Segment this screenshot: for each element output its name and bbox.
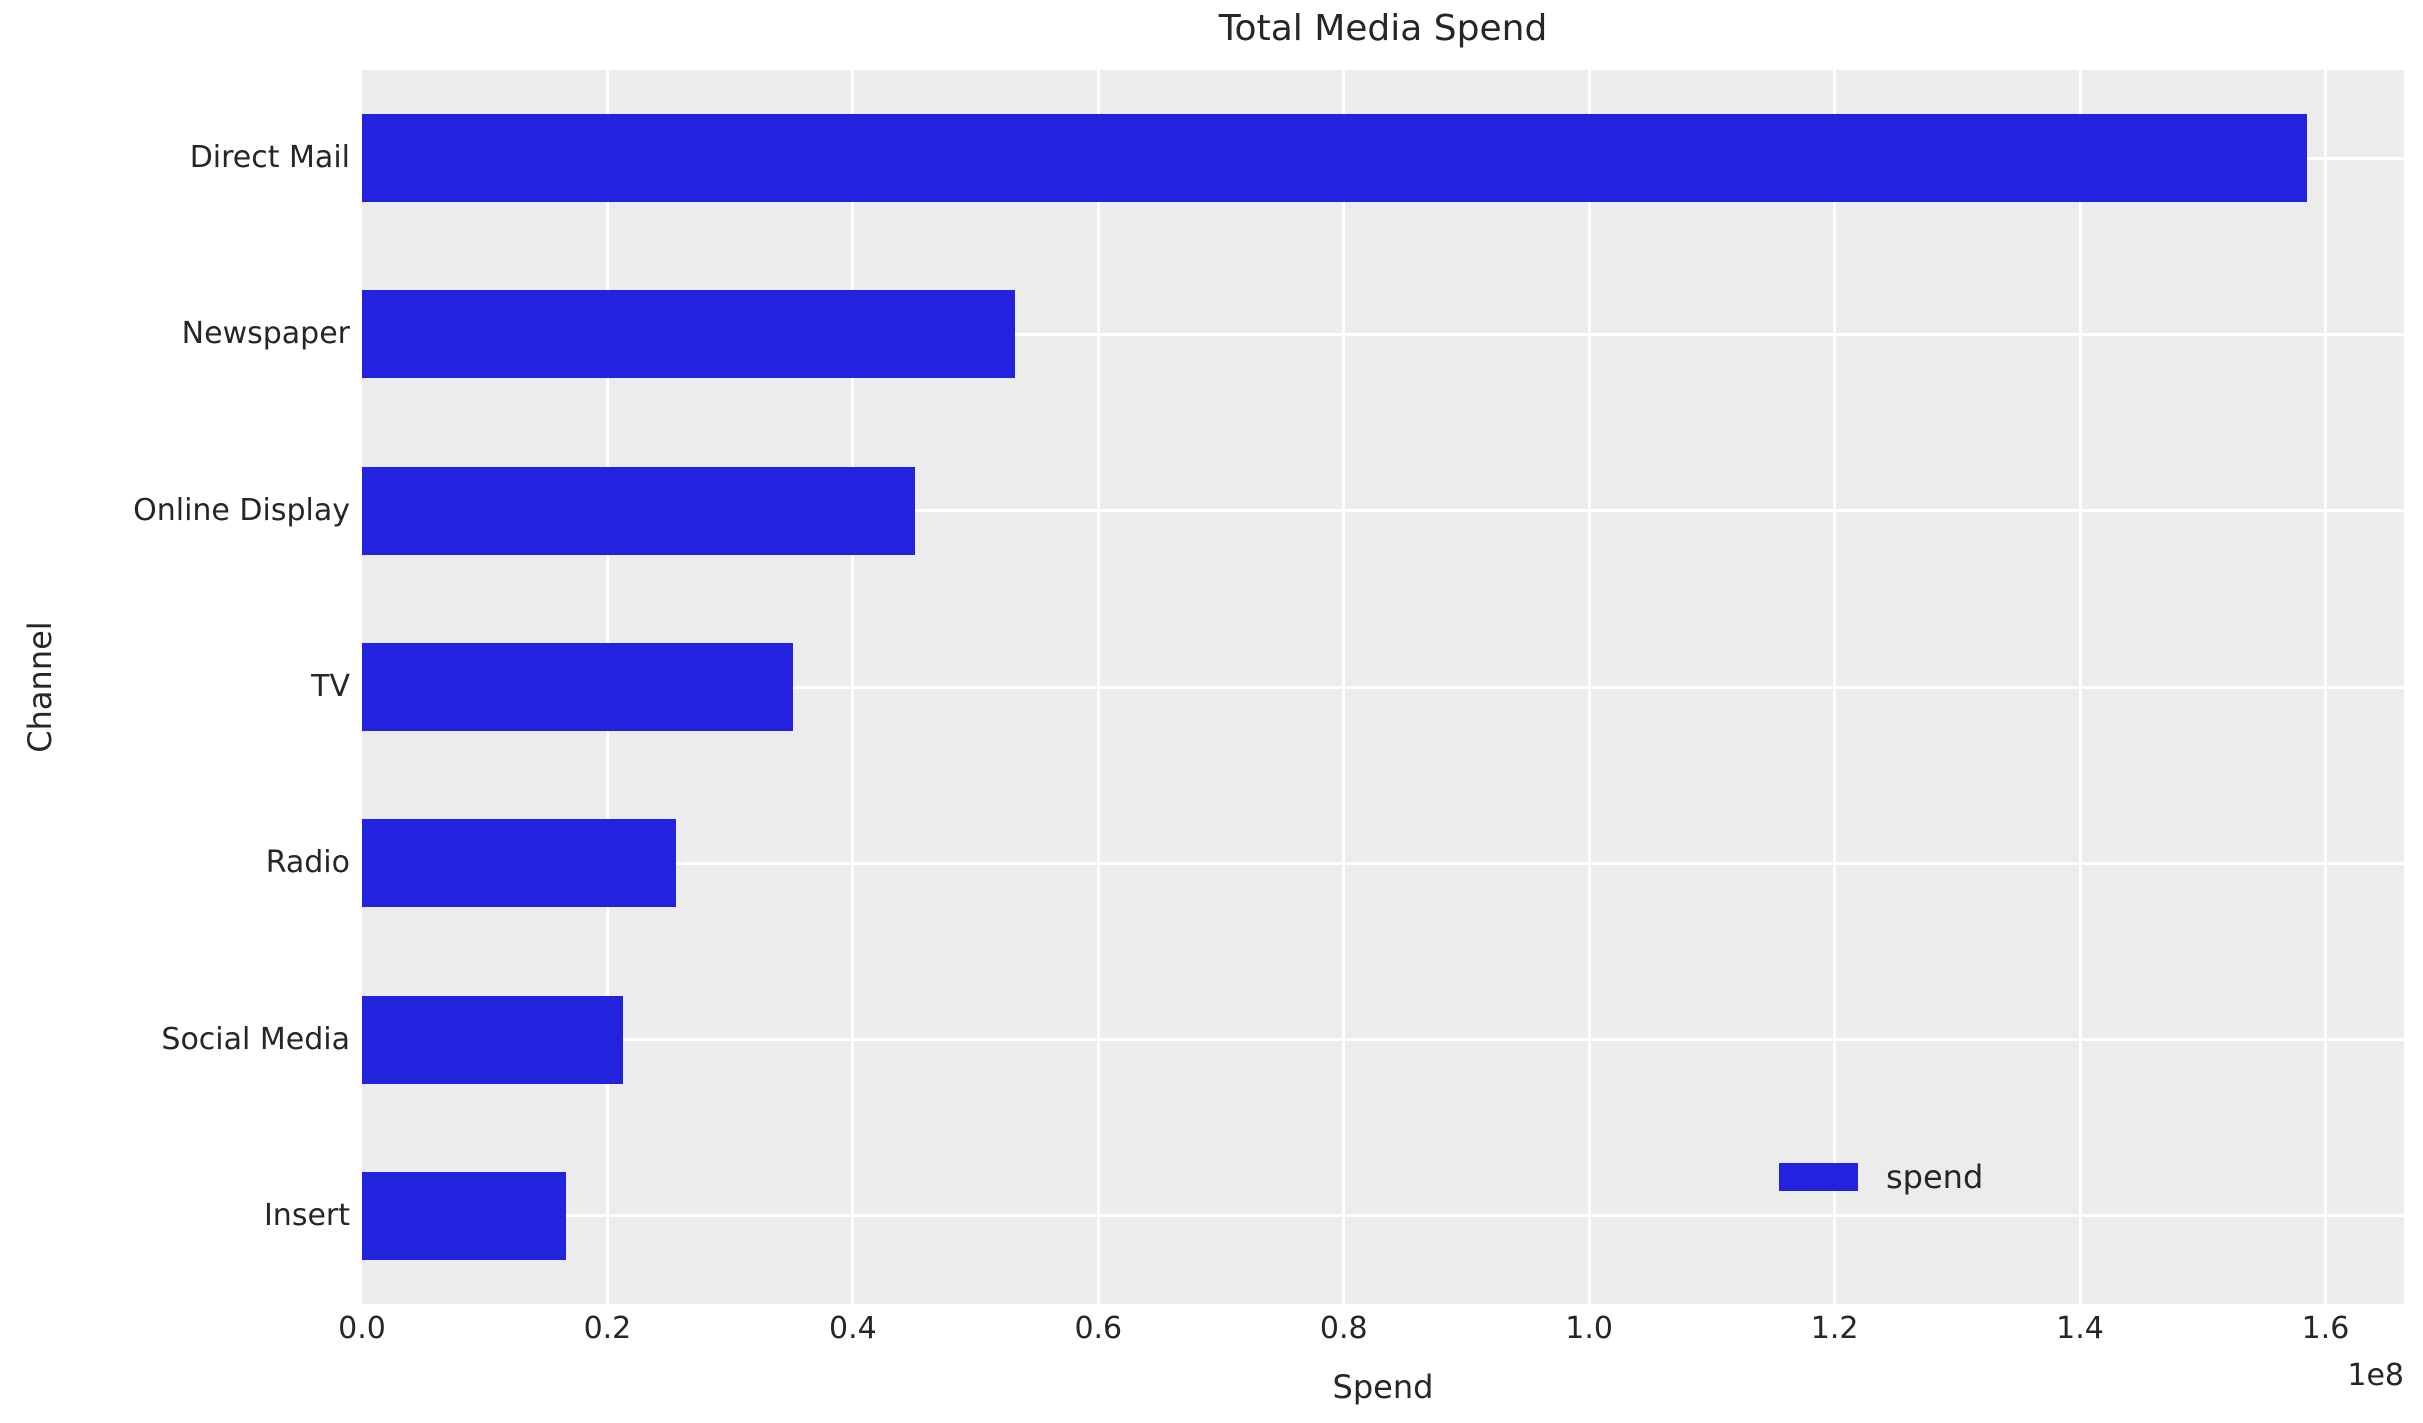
xtick-0.2: 0.2: [583, 1311, 632, 1346]
xtick-1.4: 1.4: [2056, 1311, 2104, 1346]
xtick-0.0: 0.0: [338, 1311, 386, 1346]
bar-tv: [362, 642, 793, 732]
xtick-0.4: 0.4: [829, 1311, 877, 1346]
y-axis-label: Channel: [21, 621, 59, 753]
plot-area: [362, 70, 2404, 1304]
x-axis-label: Spend: [1332, 1368, 1434, 1406]
chart-title: Total Media Spend: [1218, 8, 1548, 49]
ytick-insert: Insert: [263, 1197, 350, 1233]
y-gridline-tv: [362, 685, 2404, 689]
bar-newspaper: [362, 290, 1015, 379]
ytick-tv: TV: [311, 669, 350, 704]
xtick-1.0: 1.0: [1565, 1311, 1614, 1346]
legend-color-swatch: [1779, 1163, 1858, 1191]
y-gridline-radio: [362, 861, 2404, 865]
xtick-1.6: 1.6: [2301, 1311, 2350, 1346]
ytick-newspaper: Newspaper: [181, 316, 350, 352]
bar-social-media: [362, 995, 624, 1084]
ytick-social-media: Social Media: [161, 1021, 350, 1057]
xtick-1.2: 1.2: [1810, 1311, 1859, 1346]
y-gridline-insert: [362, 1214, 2404, 1218]
ytick-radio: Radio: [265, 845, 350, 881]
xtick-0.6: 0.6: [1074, 1311, 1123, 1346]
y-gridline-online-display: [362, 509, 2404, 513]
bar-online-display: [362, 466, 916, 555]
ytick-online-display: Online Display: [133, 492, 350, 528]
xtick-0.8: 0.8: [1319, 1311, 1368, 1346]
bar-direct-mail: [362, 114, 2308, 203]
legend: spend: [1779, 1149, 1983, 1205]
legend-series-label: spend: [1886, 1158, 1984, 1196]
x-axis-offset-text: 1e8: [2347, 1358, 2404, 1393]
ytick-direct-mail: Direct Mail: [189, 140, 350, 176]
bar-radio: [362, 819, 677, 908]
y-gridline-social-media: [362, 1038, 2404, 1042]
bar-insert: [362, 1171, 566, 1260]
y-gridline-newspaper: [362, 332, 2404, 336]
